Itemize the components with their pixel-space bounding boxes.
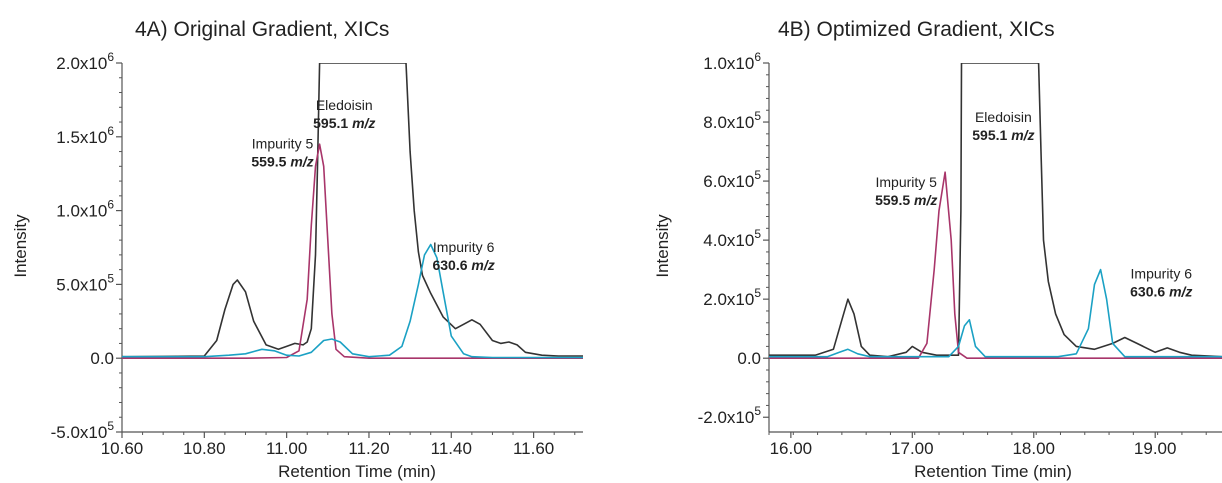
y-axis-label: Intensity (11, 214, 30, 278)
series-line (122, 63, 583, 358)
x-axis-label: Retention Time (min) (914, 462, 1072, 481)
y-tick-label: 2.0x105 (703, 286, 761, 309)
x-tick-label: 19.00 (1134, 439, 1177, 458)
peak-annotation-mz: 630.6 m/z (432, 257, 494, 273)
peak-annotation-label: Impurity 6 (433, 239, 495, 255)
x-tick-label: 16.00 (770, 439, 813, 458)
x-axis-label: Retention Time (min) (278, 462, 436, 481)
peak-annotation-mz: 595.1 m/z (313, 115, 375, 131)
y-tick-label: 0.0 (737, 349, 761, 368)
x-tick-label: 10.80 (183, 439, 226, 458)
y-tick-label: 0.0 (90, 349, 114, 368)
chart-panel-4a: 4A) Original Gradient, XICs Retention Ti… (11, 18, 583, 481)
series-line (769, 171, 1222, 360)
y-tick-label: -2.0x105 (698, 404, 762, 427)
peak-annotation-label: Impurity 5 (876, 174, 938, 190)
y-tick-label: 1.0x106 (703, 50, 761, 73)
peak-annotation-mz: 559.5 m/z (251, 154, 313, 170)
series-line (769, 268, 1222, 358)
x-tick-label: 17.00 (891, 439, 934, 458)
chart-title: 4B) Optimized Gradient, XICs (778, 18, 1055, 41)
peak-annotation-label: Impurity 6 (1131, 265, 1193, 281)
series-line (769, 63, 1222, 358)
chart-title: 4A) Original Gradient, XICs (135, 18, 389, 41)
y-tick-label: 2.0x106 (56, 50, 114, 73)
x-tick-label: 11.20 (348, 439, 389, 458)
x-tick-label: 10.60 (101, 439, 144, 458)
x-tick-label: 18.00 (1012, 439, 1055, 458)
peak-annotation-label: Impurity 5 (252, 136, 314, 152)
peak-annotation-mz: 630.6 m/z (1130, 283, 1192, 299)
y-tick-label: 4.0x105 (703, 227, 761, 250)
y-tick-label: 1.5x106 (56, 124, 114, 147)
y-tick-label: 5.0x105 (56, 271, 114, 294)
x-tick-label: 11.60 (513, 439, 554, 458)
y-tick-label: 6.0x105 (703, 168, 761, 191)
y-tick-label: 1.0x106 (56, 198, 114, 221)
x-tick-label: 11.40 (431, 439, 472, 458)
peak-annotation-label: Eledoisin (975, 109, 1032, 125)
chart-panel-4b: 4B) Optimized Gradient, XICs Retention T… (653, 18, 1222, 481)
series-line (122, 143, 583, 360)
y-tick-label: -5.0x105 (51, 419, 115, 442)
peak-annotation-mz: 559.5 m/z (875, 192, 937, 208)
x-tick-label: 11.00 (266, 439, 307, 458)
y-tick-label: 8.0x105 (703, 109, 761, 132)
y-axis-label: Intensity (653, 214, 672, 278)
peak-annotation-mz: 595.1 m/z (972, 127, 1034, 143)
peak-annotation-label: Eledoisin (316, 97, 373, 113)
series-line (122, 243, 583, 359)
